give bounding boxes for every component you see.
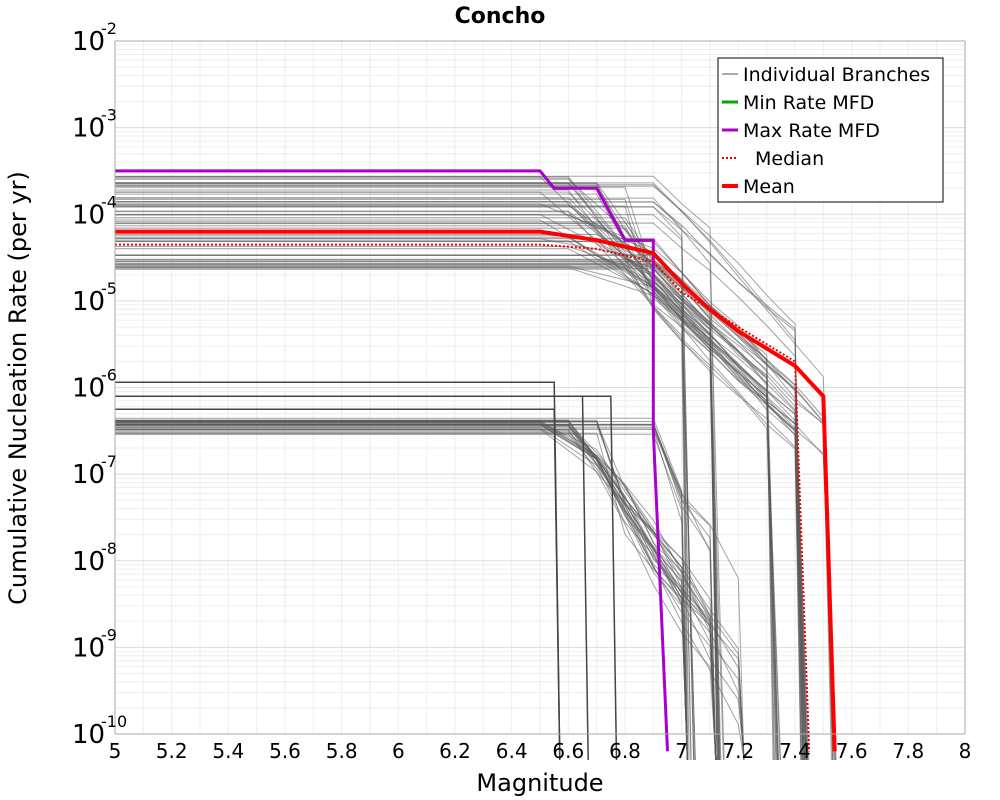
branch-line <box>115 189 778 761</box>
x-tick-label: 6.6 <box>552 739 584 763</box>
branch-line <box>115 184 806 761</box>
x-tick-label: 7.6 <box>836 739 868 763</box>
branch-line <box>115 206 805 761</box>
branch-line <box>115 433 688 761</box>
branch-line <box>115 225 718 761</box>
legend-label: Individual Branches <box>743 64 930 86</box>
x-tick-label: 5 <box>109 739 122 763</box>
x-tick-label: 5.4 <box>212 739 244 763</box>
y-tick-exponent: -9 <box>101 625 117 644</box>
branch-line <box>115 408 561 761</box>
branch-line <box>115 214 775 761</box>
x-tick-label: 5.8 <box>326 739 358 763</box>
branch-line <box>115 182 836 761</box>
legend: Individual Branches Min Rate MFD Max Rate … <box>717 57 944 203</box>
x-tick-label: 8 <box>959 739 972 763</box>
plot-frame <box>114 40 966 735</box>
legend-label: Median <box>755 148 824 170</box>
branch-line <box>115 422 745 761</box>
summary-series <box>115 169 837 752</box>
y-tick-exponent: -10 <box>101 712 127 731</box>
y-tick-label: 10 <box>72 374 105 404</box>
y-tick-label: 10 <box>72 114 105 144</box>
median-line <box>115 243 811 752</box>
y-tick-label: 10 <box>72 287 105 317</box>
legend-label: Min Rate MFD <box>743 92 874 114</box>
y-tick-label: 10 <box>72 633 105 663</box>
y-tick-exponent: -7 <box>101 452 117 471</box>
branch-line <box>115 178 834 761</box>
branch-line <box>115 431 745 761</box>
mean-line <box>115 229 837 752</box>
y-tick-exponent: -6 <box>101 366 117 385</box>
x-tick-label: 6.8 <box>609 739 641 763</box>
y-tick-label: 10 <box>72 460 105 490</box>
max-rate-line <box>115 169 669 752</box>
legend-box <box>717 57 944 203</box>
chart-title: Concho <box>455 4 546 29</box>
legend-label: Mean <box>743 176 795 198</box>
x-axis-label: Magnitude <box>476 769 603 797</box>
y-tick-label: 10 <box>72 27 105 57</box>
y-tick-exponent: -5 <box>101 279 117 298</box>
y-tick-exponent: -8 <box>101 539 117 558</box>
branch-line <box>115 201 804 761</box>
legend-label: Max Rate MFD <box>743 120 880 142</box>
y-axis-ticks: 10-210-310-410-510-610-710-810-910-10 <box>72 19 127 750</box>
branch-line <box>115 395 618 761</box>
x-tick-label: 5.2 <box>156 739 188 763</box>
x-tick-label: 7.8 <box>892 739 924 763</box>
y-axis-label: Cumulative Nucleation Rate (per yr) <box>4 171 32 605</box>
y-tick-exponent: -4 <box>101 192 117 211</box>
branch-line <box>115 427 745 761</box>
branch-line <box>115 222 808 761</box>
branch-line <box>115 185 777 761</box>
y-tick-exponent: -3 <box>101 106 117 125</box>
branch-line <box>115 221 803 761</box>
y-tick-exponent: -2 <box>101 19 117 38</box>
x-tick-label: 6.4 <box>496 739 528 763</box>
y-tick-label: 10 <box>72 200 105 230</box>
branch-line <box>115 421 717 761</box>
y-tick-label: 10 <box>72 547 105 577</box>
y-tick-label: 10 <box>72 720 105 750</box>
branch-line <box>115 426 745 761</box>
x-tick-label: 7.4 <box>779 739 811 763</box>
branch-line <box>115 204 722 761</box>
x-axis-ticks: 5 5.2 5.4 5.6 5.8 6 6.2 6.4 6.6 6.8 7 7.2 7.4 7.6 7.8 8 <box>109 739 972 763</box>
x-tick-label: 6 <box>392 739 405 763</box>
branch-line <box>115 428 717 761</box>
x-tick-label: 6.2 <box>439 739 471 763</box>
x-tick-label: 7 <box>675 739 688 763</box>
x-tick-label: 7.2 <box>722 739 754 763</box>
x-tick-label: 5.6 <box>269 739 301 763</box>
branch-line <box>115 185 804 761</box>
